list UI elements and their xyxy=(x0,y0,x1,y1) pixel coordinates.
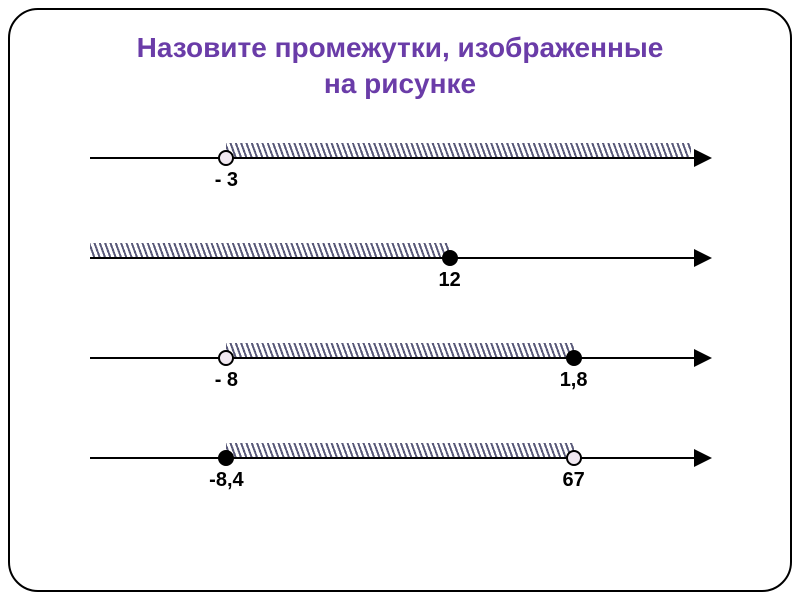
number-line-2: 12 xyxy=(90,243,710,303)
hatch-region xyxy=(226,143,691,157)
axis-line xyxy=(90,457,710,459)
hatch-region xyxy=(226,443,573,457)
interval-point xyxy=(218,150,234,166)
interval-point xyxy=(218,450,234,466)
slide-title: Назовите промежутки, изображенные на рис… xyxy=(50,30,750,103)
slide-frame: Назовите промежутки, изображенные на рис… xyxy=(8,8,792,592)
point-label: 12 xyxy=(438,269,460,292)
number-line-3: - 8 1,8 xyxy=(90,343,710,403)
point-label: -8,4 xyxy=(209,469,243,492)
point-label: - 8 xyxy=(215,369,238,392)
interval-point xyxy=(442,250,458,266)
title-line-1: Назовите промежутки, изображенные xyxy=(137,32,664,63)
point-label: 67 xyxy=(562,469,584,492)
axis-line xyxy=(90,357,710,359)
interval-point xyxy=(218,350,234,366)
point-label: - 3 xyxy=(215,169,238,192)
number-line-1: - 3 xyxy=(90,143,710,203)
axis-line xyxy=(90,157,710,159)
interval-point xyxy=(566,350,582,366)
axis-line xyxy=(90,257,710,259)
hatch-region xyxy=(90,243,450,257)
number-line-4: -8,4 67 xyxy=(90,443,710,503)
interval-point xyxy=(566,450,582,466)
title-line-2: на рисунке xyxy=(324,68,476,99)
point-label: 1,8 xyxy=(560,369,588,392)
number-lines-container: - 3 12 - 8 1,8 -8,4 67 xyxy=(50,143,750,503)
hatch-region xyxy=(226,343,573,357)
